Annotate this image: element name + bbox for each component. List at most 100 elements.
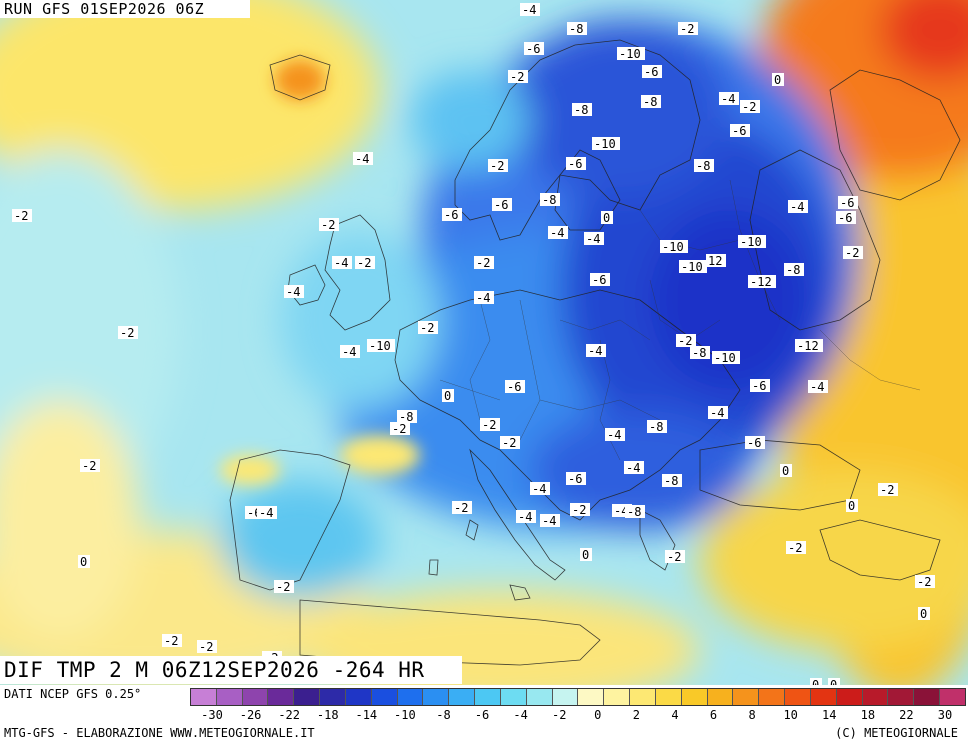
svg-text:0: 0 bbox=[812, 678, 819, 685]
contour-label: -10 bbox=[592, 137, 620, 151]
contour-label: -4 bbox=[708, 406, 728, 420]
svg-text:-6: -6 bbox=[568, 472, 582, 486]
svg-text:-6: -6 bbox=[747, 436, 761, 450]
contour-label: -4 bbox=[520, 3, 540, 17]
contour-label: -6 bbox=[566, 472, 586, 486]
svg-text:-4: -4 bbox=[518, 510, 532, 524]
colorbar-tick-label: 14 bbox=[822, 708, 837, 722]
svg-text:-2: -2 bbox=[82, 459, 96, 473]
colorbar-tick-label: -30 bbox=[201, 708, 223, 722]
colorbar-tick-label: 4 bbox=[671, 708, 679, 722]
svg-text:-10: -10 bbox=[662, 240, 684, 254]
contour-label: -6 bbox=[642, 65, 662, 79]
svg-text:-4: -4 bbox=[588, 344, 602, 358]
colorbar-tick-label: 10 bbox=[783, 708, 798, 722]
svg-text:-2: -2 bbox=[392, 422, 406, 436]
contour-label: -2 bbox=[12, 209, 32, 223]
svg-text:-2: -2 bbox=[502, 436, 516, 450]
svg-text:-2: -2 bbox=[742, 100, 756, 114]
svg-text:-4: -4 bbox=[476, 291, 490, 305]
svg-text:-2: -2 bbox=[510, 70, 524, 84]
svg-text:-2: -2 bbox=[321, 218, 335, 232]
contour-label: -6 bbox=[505, 380, 525, 394]
svg-text:-2: -2 bbox=[678, 334, 692, 348]
svg-text:-4: -4 bbox=[790, 200, 804, 214]
colorbar-swatch bbox=[888, 689, 915, 705]
svg-text:-2: -2 bbox=[120, 326, 134, 340]
svg-text:-8: -8 bbox=[649, 420, 663, 434]
contour-label: -2 bbox=[570, 503, 590, 517]
colorbar-swatch bbox=[371, 689, 398, 705]
contour-label: -8 bbox=[540, 193, 560, 207]
svg-text:-2: -2 bbox=[880, 483, 894, 497]
contour-label: 0 bbox=[442, 389, 454, 403]
colorbar-swatch bbox=[268, 689, 295, 705]
svg-text:-4: -4 bbox=[542, 514, 556, 528]
colorbar-swatch bbox=[216, 689, 243, 705]
colorbar-tick-label: -26 bbox=[239, 708, 262, 722]
colorbar-swatch bbox=[759, 689, 786, 705]
contour-label: -4 bbox=[808, 380, 828, 394]
svg-text:-12: -12 bbox=[750, 275, 772, 289]
svg-text:-6: -6 bbox=[840, 196, 854, 210]
colorbar-tick-label: -18 bbox=[316, 708, 339, 722]
colorbar-swatch bbox=[862, 689, 889, 705]
credit-left: MTG-GFS - ELABORAZIONE WWW.METEOGIORNALE… bbox=[4, 726, 315, 740]
contour-label: -2 bbox=[274, 580, 294, 594]
contour-label: 0 bbox=[828, 678, 840, 685]
svg-text:-10: -10 bbox=[619, 47, 641, 61]
contour-label: -8 bbox=[784, 263, 804, 277]
colorbar-tick-label: 0 bbox=[594, 708, 602, 722]
colorbar-swatch bbox=[604, 689, 631, 705]
colorbar-tick-label: -8 bbox=[436, 708, 451, 722]
svg-text:-4: -4 bbox=[342, 345, 356, 359]
contour-label: -8 bbox=[647, 420, 667, 434]
contour-label: -10 bbox=[679, 260, 707, 274]
svg-text:-8: -8 bbox=[569, 22, 583, 36]
svg-text:-6: -6 bbox=[838, 211, 852, 225]
svg-text:-6: -6 bbox=[568, 157, 582, 171]
contour-label: -2 bbox=[500, 436, 520, 450]
contour-label: -4 bbox=[719, 92, 739, 106]
contour-label: -4 bbox=[584, 232, 604, 246]
contour-label: 0 bbox=[772, 73, 784, 87]
svg-text:-2: -2 bbox=[667, 550, 681, 564]
svg-text:0: 0 bbox=[80, 555, 87, 569]
svg-text:-4: -4 bbox=[710, 406, 724, 420]
contour-label: -10 bbox=[712, 351, 740, 365]
colorbar-swatch bbox=[578, 689, 605, 705]
warm-spots bbox=[220, 60, 420, 485]
contour-label: -6 bbox=[838, 196, 858, 210]
contour-label: -6 bbox=[492, 198, 512, 212]
svg-text:-6: -6 bbox=[644, 65, 658, 79]
contour-label: -8 bbox=[694, 159, 714, 173]
svg-text:-4: -4 bbox=[355, 152, 369, 166]
svg-text:-2: -2 bbox=[490, 159, 504, 173]
contour-label: -4 bbox=[605, 428, 625, 442]
colorbar-swatch bbox=[242, 689, 269, 705]
contour-label: -4 bbox=[530, 482, 550, 496]
contour-label: -12 bbox=[795, 339, 823, 353]
svg-text:-4: -4 bbox=[550, 226, 564, 240]
contour-label: -4 bbox=[257, 506, 277, 520]
contour-label: -12 bbox=[748, 275, 776, 289]
contour-label: -4 bbox=[353, 152, 373, 166]
contour-label: -4 bbox=[788, 200, 808, 214]
svg-text:-2: -2 bbox=[917, 575, 931, 589]
contour-label: -4 bbox=[516, 510, 536, 524]
contour-label: -6 bbox=[836, 211, 856, 225]
temperature-anomaly-map: -4 -8 -2 -6 -10 -6 0 -2 -8 -8 -4 -2 -6 -10 -2 -6 -8 -2 -4-… bbox=[0, 0, 968, 685]
contour-label: -8 bbox=[641, 95, 661, 109]
contour-label: -4 bbox=[332, 256, 352, 270]
colorbar-swatch bbox=[552, 689, 579, 705]
colorbar-swatch bbox=[681, 689, 708, 705]
map-field: -4-8 -2-6 -10-60-2-8-8 -4-2-6-10-2 -6 -8-2-4-… bbox=[0, 0, 968, 685]
svg-text:-2: -2 bbox=[572, 503, 586, 517]
contour-label: 0 bbox=[846, 499, 858, 513]
colorbar-swatch bbox=[397, 689, 424, 705]
contour-label: -8 bbox=[567, 22, 587, 36]
contour-label: -2 bbox=[197, 640, 217, 654]
contour-label: -6 bbox=[730, 124, 750, 138]
svg-text:-2: -2 bbox=[420, 321, 434, 335]
colorbar-swatch bbox=[475, 689, 501, 705]
